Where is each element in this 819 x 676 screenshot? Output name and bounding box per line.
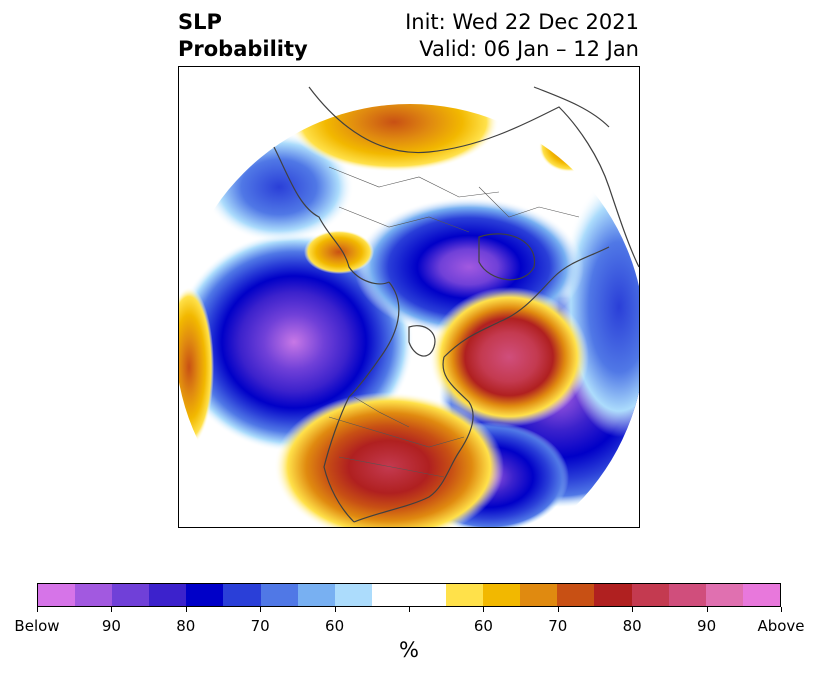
colorbar-segment [260, 584, 298, 606]
colorbar-segment [112, 584, 150, 606]
colorbar-tick-mark [558, 607, 559, 612]
colorbar-tick-label: 70 [548, 617, 568, 635]
colorbar-tick-mark [111, 607, 112, 612]
colorbar-tick-label: 70 [250, 617, 270, 635]
title-line-1: SLP [178, 10, 222, 34]
colorbar-unit-label: % [399, 638, 419, 662]
west-pacific-high-area [179, 287, 214, 447]
colorbar-segment [483, 584, 521, 606]
east-atlantic-low-area [559, 177, 639, 437]
colorbar-segment [38, 584, 76, 606]
colorbar [37, 583, 781, 607]
date-info: Init: Wed 22 Dec 2021 Valid: 06 Jan – 12… [405, 9, 639, 63]
title-line-2: Probability [178, 37, 308, 61]
colorbar-tick-mark [632, 607, 633, 612]
probability-fields [179, 104, 639, 527]
init-date-text: Init: Wed 22 Dec 2021 [405, 10, 639, 34]
colorbar-tick-label: 90 [101, 617, 121, 635]
valid-date-text: Valid: 06 Jan – 12 Jan [419, 37, 639, 61]
colorbar-segment [631, 584, 669, 606]
colorbar-segment [149, 584, 187, 606]
colorbar-segment [520, 584, 558, 606]
borders [328, 166, 580, 478]
colorbar-tick-mark [781, 607, 782, 612]
colorbar-tick-label: 60 [325, 617, 345, 635]
siberia-high-area [289, 104, 499, 172]
colorbar-segment [371, 584, 409, 606]
colorbar-segment [334, 584, 372, 606]
greenland-high-area [429, 287, 589, 427]
colorbar-segment [557, 584, 595, 606]
map-title: SLP Probability [178, 9, 308, 63]
colorbar-tick-mark [37, 607, 38, 612]
colorbar-segment [594, 584, 632, 606]
colorbar-tick-mark [260, 607, 261, 612]
colorbar-tick-label: Below [14, 617, 60, 635]
colorbar-segment [223, 584, 261, 606]
probability-map-svg [179, 86, 639, 527]
japan-high-area [304, 230, 374, 274]
colorbar-segment [705, 584, 743, 606]
colorbar-tick-mark [335, 607, 336, 612]
colorbar-tick-label: 90 [697, 617, 717, 635]
colorbar-tick-label: 60 [473, 617, 493, 635]
colorbar-segment [297, 584, 335, 606]
colorbar-segment [186, 584, 224, 606]
colorbar-tick-mark [186, 607, 187, 612]
colorbar-tick-label: 80 [622, 617, 642, 635]
colorbar-segment [668, 584, 706, 606]
polar-map [178, 66, 640, 528]
colorbar-segment [446, 584, 484, 606]
western-us-high-area [274, 392, 504, 527]
colorbar-tick-mark [409, 607, 410, 612]
colorbar-tick-label: Above [757, 617, 805, 635]
colorbar-segment [408, 584, 447, 606]
colorbar-tick-mark [707, 607, 708, 612]
colorbar-segment [742, 584, 780, 606]
colorbar-segment [75, 584, 113, 606]
colorbar-tick-label: 80 [176, 617, 196, 635]
coastlines [273, 86, 639, 523]
colorbar-tick-mark [483, 607, 484, 612]
